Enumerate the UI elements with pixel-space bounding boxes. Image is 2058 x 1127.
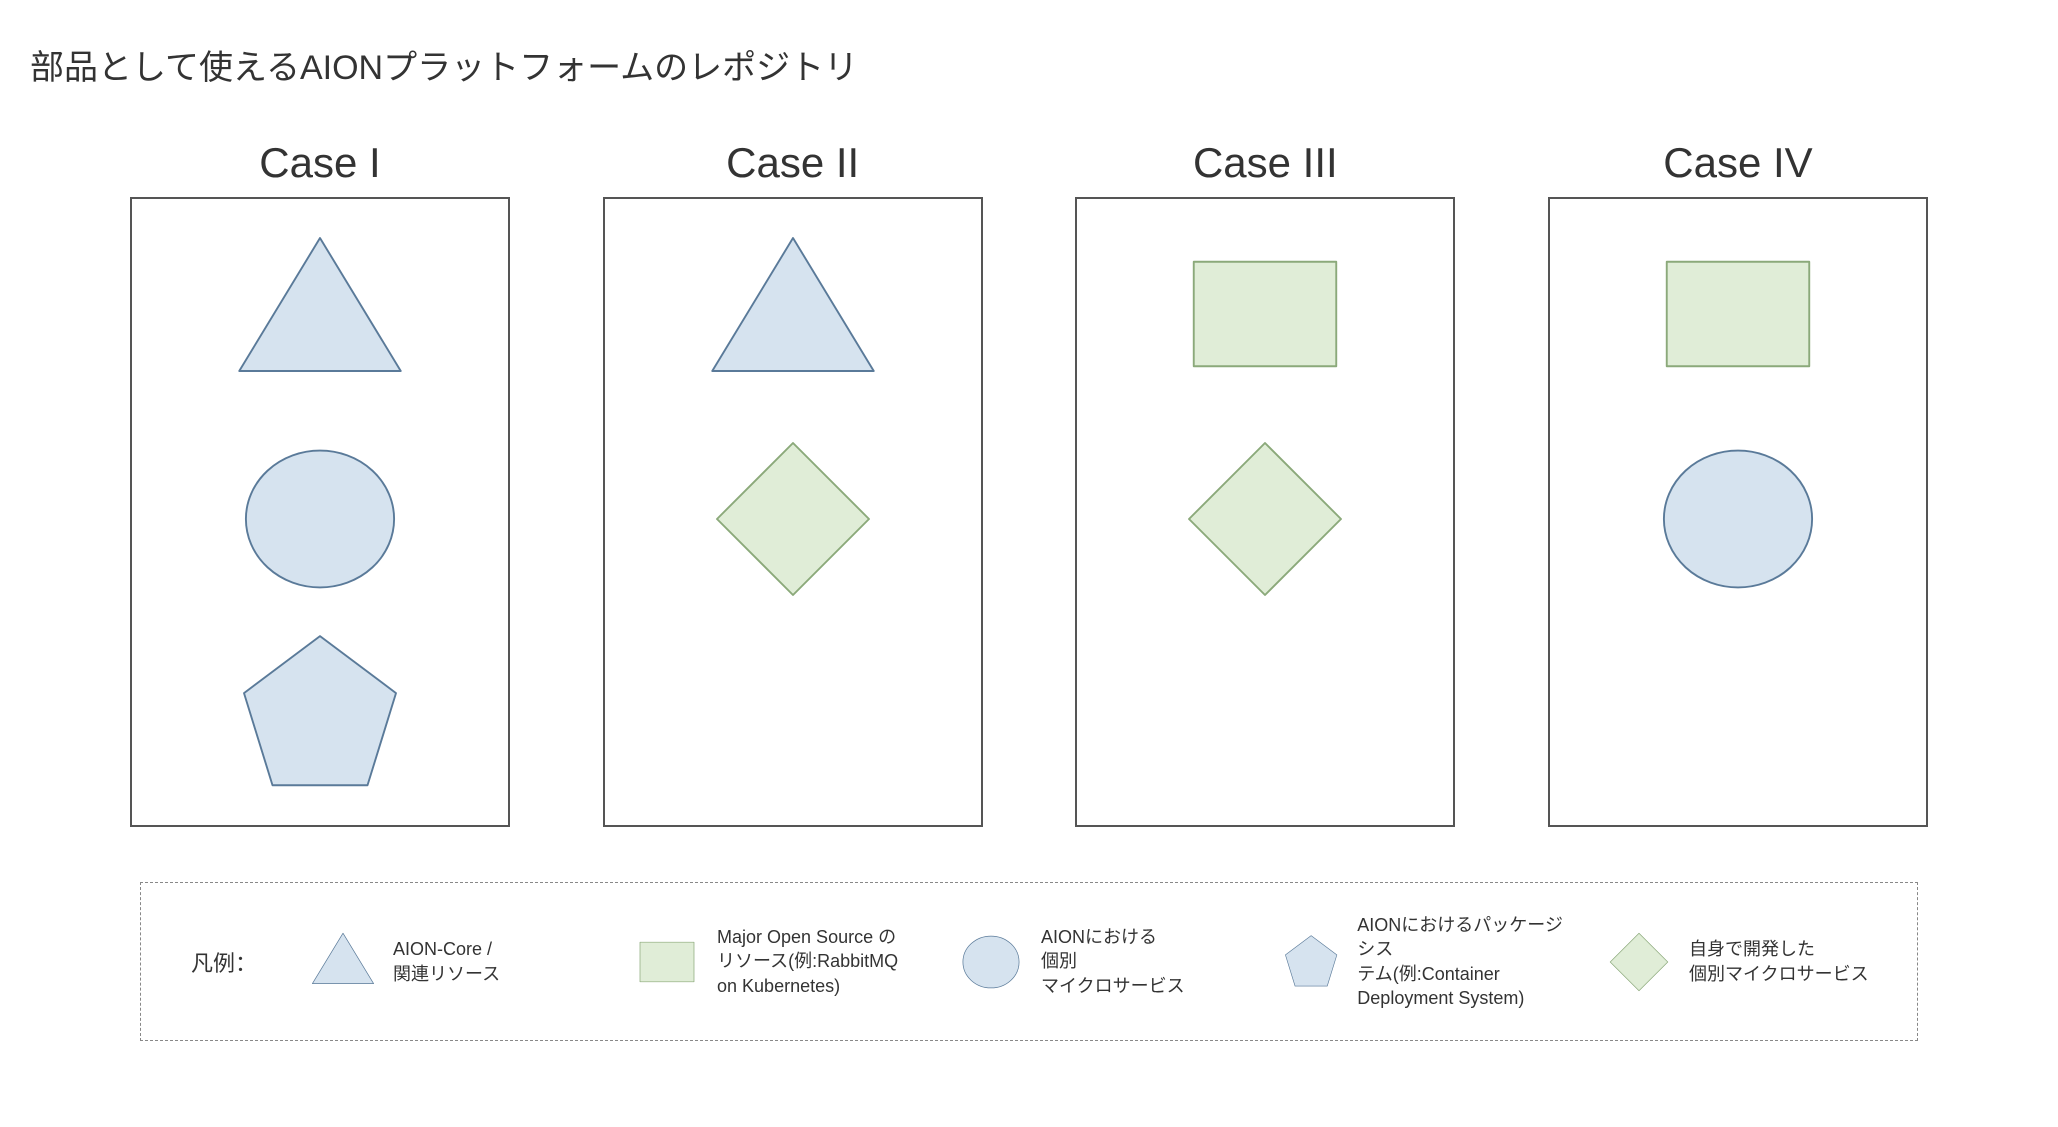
shape-slot <box>132 424 508 614</box>
triangle-icon <box>307 926 379 998</box>
case-box <box>1548 197 1928 827</box>
diamond-icon <box>1603 926 1675 998</box>
diagram-page: 部品として使えるAIONプラットフォームのレポジトリ Case I Case II… <box>0 0 2058 1127</box>
legend-item: AIONにおける個別マイクロサービス <box>955 925 1249 998</box>
diamond-icon <box>698 424 888 614</box>
rect-icon <box>631 926 703 998</box>
diamond-icon <box>1170 424 1360 614</box>
case-box <box>130 197 510 827</box>
legend-item: 自身で開発した個別マイクロサービス <box>1603 926 1897 998</box>
circle-icon <box>955 926 1027 998</box>
legend-label: 凡例： <box>161 946 277 978</box>
legend-item-text: AION-Core /関連リソース <box>393 937 500 986</box>
case-column: Case III <box>1075 139 1455 827</box>
shape-slot <box>132 219 508 409</box>
shape-slot <box>1550 424 1926 614</box>
rect-icon <box>1643 219 1833 409</box>
case-box <box>603 197 983 827</box>
case-label: Case III <box>1193 139 1338 187</box>
circle-icon <box>1643 424 1833 614</box>
shape-slot <box>132 619 508 809</box>
legend-item: Major Open Source のリソース(例:RabbitMQon Kub… <box>631 925 925 998</box>
shape-slot <box>1550 219 1926 409</box>
legend-item-text: Major Open Source のリソース(例:RabbitMQon Kub… <box>717 925 898 998</box>
legend-item-text: 自身で開発した個別マイクロサービス <box>1689 937 1869 986</box>
shape-slot <box>605 424 981 614</box>
case-label: Case I <box>259 139 380 187</box>
shape-slot <box>1077 424 1453 614</box>
legend-item-text: AIONにおけるパッケージシステム(例:ContainerDeployment … <box>1357 913 1573 1010</box>
triangle-icon <box>698 219 888 409</box>
legend-item: AIONにおけるパッケージシステム(例:ContainerDeployment … <box>1279 913 1573 1010</box>
pentagon-icon <box>1279 926 1343 998</box>
legend-item: AION-Core /関連リソース <box>307 926 601 998</box>
pentagon-icon <box>225 619 415 809</box>
cases-row: Case I Case II Case III Case IV <box>30 139 2028 827</box>
case-column: Case IV <box>1548 139 1928 827</box>
shape-slot <box>605 219 981 409</box>
case-label: Case IV <box>1663 139 1812 187</box>
triangle-icon <box>225 219 415 409</box>
case-column: Case II <box>603 139 983 827</box>
shape-slot <box>1077 219 1453 409</box>
case-column: Case I <box>130 139 510 827</box>
legend-item-text: AIONにおける個別マイクロサービス <box>1041 925 1185 998</box>
case-box <box>1075 197 1455 827</box>
legend-box: 凡例： AION-Core /関連リソース Major Open Source の… <box>140 882 1918 1041</box>
case-label: Case II <box>726 139 859 187</box>
circle-icon <box>225 424 415 614</box>
page-title: 部品として使えるAIONプラットフォームのレポジトリ <box>30 40 2028 89</box>
rect-icon <box>1170 219 1360 409</box>
